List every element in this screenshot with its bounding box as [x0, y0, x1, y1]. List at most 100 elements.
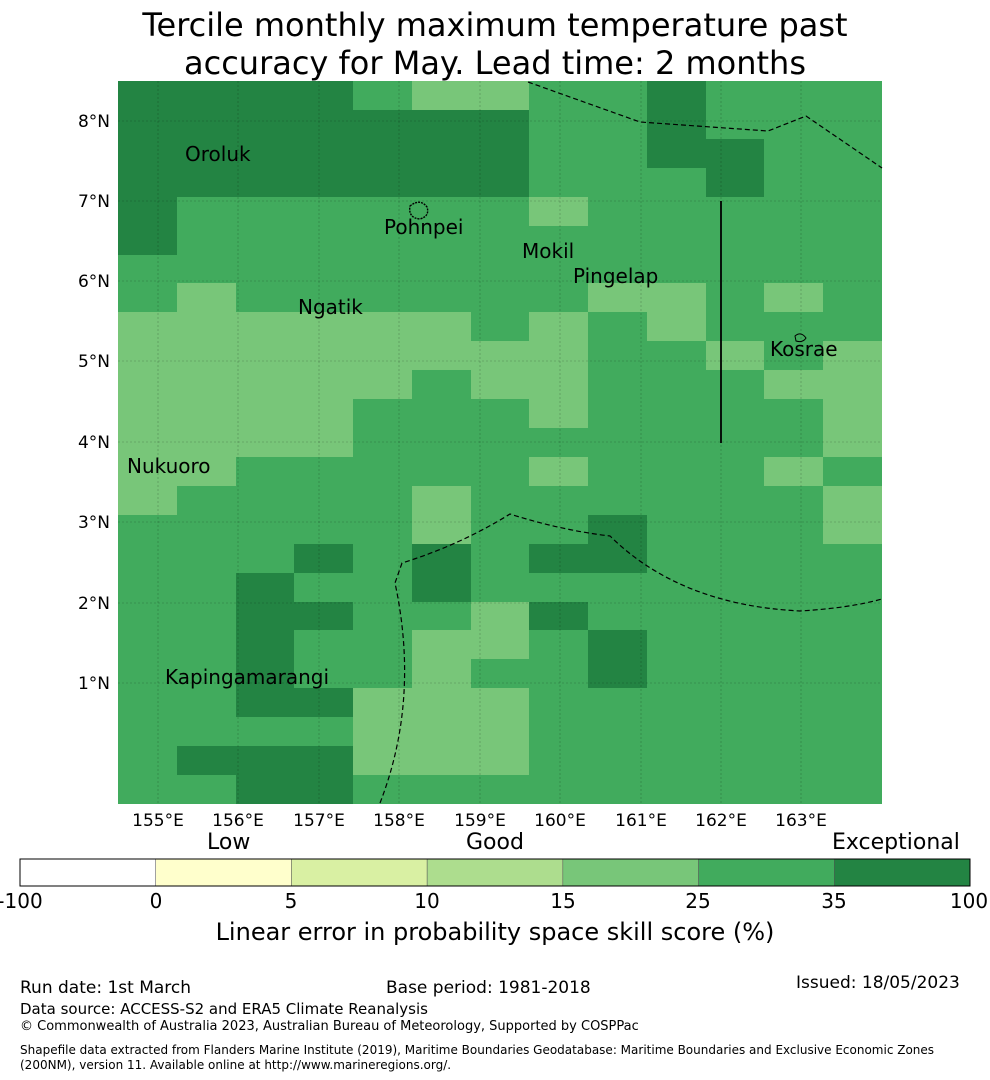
- grid-cell: [412, 255, 471, 283]
- eez-boundaries: [379, 81, 883, 804]
- grid-cell: [118, 283, 177, 312]
- grid-cell: [177, 341, 236, 370]
- grid-cell: [177, 688, 236, 717]
- shapefile-credit-line-1: Shapefile data extracted from Flanders M…: [20, 1043, 935, 1057]
- grid-cell: [236, 312, 294, 341]
- grid-cell: [236, 428, 294, 457]
- lat-label-6n: 6°N: [78, 272, 110, 292]
- grid-cell: [823, 312, 882, 341]
- grid-cell: [529, 775, 588, 804]
- grid-cell: [412, 81, 471, 110]
- grid-cell: [177, 544, 236, 573]
- place-label-ngatik: Ngatik: [298, 295, 363, 319]
- grid-cell: [177, 746, 236, 775]
- grid-cell: [353, 110, 412, 139]
- colorbar-ticks: -100 0 5 10 15 25 35 100: [0, 889, 990, 915]
- grid-cell: [294, 746, 353, 775]
- lon-label-163e: 163°E: [775, 811, 827, 830]
- colorbar-segment: [19, 858, 156, 887]
- grid-cell: [529, 457, 588, 486]
- grid-cell: [177, 283, 236, 312]
- grid-cell: [471, 197, 529, 226]
- grid-cell: [471, 428, 529, 457]
- grid-cell: [529, 283, 588, 312]
- lon-label-155e: 155°E: [132, 811, 184, 830]
- chart-title: Tercile monthly maximum temperature past…: [0, 6, 990, 82]
- grid-cell: [764, 746, 823, 775]
- grid-cell: [177, 515, 236, 544]
- grid-cell: [412, 312, 471, 341]
- grid-cell: [353, 544, 412, 573]
- grid-cell: [823, 399, 882, 428]
- place-labels: Oroluk Pohnpei Mokil Pingelap Ngatik Kos…: [127, 142, 838, 689]
- colorbar-frame: [19, 858, 971, 887]
- place-label-mokil: Mokil: [522, 239, 574, 263]
- grid-cell: [412, 746, 471, 775]
- grid-cell: [412, 602, 471, 630]
- grid-cell: [764, 775, 823, 804]
- grid-cell: [764, 428, 823, 457]
- grid-cell: [177, 717, 236, 746]
- grid-cell: [412, 659, 471, 688]
- grid-cell: [236, 457, 294, 486]
- grid-cell: [294, 659, 353, 688]
- grid-cell: [412, 486, 471, 515]
- grid-cell: [529, 573, 588, 602]
- grid-cell: [412, 168, 471, 197]
- grid-cell: [823, 226, 882, 255]
- grid-cell: [588, 457, 647, 486]
- grid-cell: [353, 746, 412, 775]
- grid-cell: [823, 659, 882, 688]
- grid-cell: [118, 602, 177, 630]
- lat-label-2n: 2°N: [78, 594, 110, 614]
- grid-cell: [118, 226, 177, 255]
- grid-cell: [177, 110, 236, 139]
- grid-cell: [236, 370, 294, 399]
- lat-label-7n: 7°N: [78, 192, 110, 212]
- issued-date: Issued: 18/05/2023: [796, 973, 960, 993]
- grid-cell: [823, 688, 882, 717]
- grid-cell: [764, 283, 823, 312]
- grid-cell: [118, 370, 177, 399]
- grid-cell: [588, 226, 647, 255]
- grid-cell: [529, 197, 588, 226]
- grid-cell: [118, 341, 177, 370]
- grid-cell: [118, 399, 177, 428]
- lat-label-4n: 4°N: [78, 433, 110, 453]
- colorbar-segment: [426, 858, 564, 887]
- grid-cell: [647, 226, 706, 255]
- title-line-1: Tercile monthly maximum temperature past: [142, 6, 848, 44]
- lon-label-158e: 158°E: [373, 811, 425, 830]
- grid-cell: [706, 110, 764, 139]
- grid-cell: [118, 486, 177, 515]
- grid-cell: [588, 399, 647, 428]
- grid-cell: [588, 515, 647, 544]
- grid-cell: [823, 573, 882, 602]
- grid-cell: [471, 81, 529, 110]
- grid-cell: [588, 717, 647, 746]
- grid-cell: [294, 457, 353, 486]
- grid-cell: [294, 81, 353, 110]
- latitude-labels: 8°N 7°N 6°N 5°N 4°N 3°N 2°N 1°N: [78, 112, 110, 694]
- grid-cell: [588, 428, 647, 457]
- grid-cell: [118, 573, 177, 602]
- grid-cell: [118, 717, 177, 746]
- grid-cell: [647, 775, 706, 804]
- grid-cell: [236, 168, 294, 197]
- grid-cell: [294, 168, 353, 197]
- grid-cell: [353, 688, 412, 717]
- grid-cell: [471, 486, 529, 515]
- grid-cell: [471, 602, 529, 630]
- skill-grid: [118, 81, 882, 804]
- grid-cell: [706, 457, 764, 486]
- grid-cell: [529, 168, 588, 197]
- grid-cell: [294, 312, 353, 341]
- grid-cell: [823, 746, 882, 775]
- grid-cell: [236, 602, 294, 630]
- grid-cell: [823, 515, 882, 544]
- grid-cell: [588, 283, 647, 312]
- grid-cell: [647, 630, 706, 659]
- grid-cell: [236, 659, 294, 688]
- cb-tick-100: 100: [949, 889, 989, 913]
- grid-cell: [353, 81, 412, 110]
